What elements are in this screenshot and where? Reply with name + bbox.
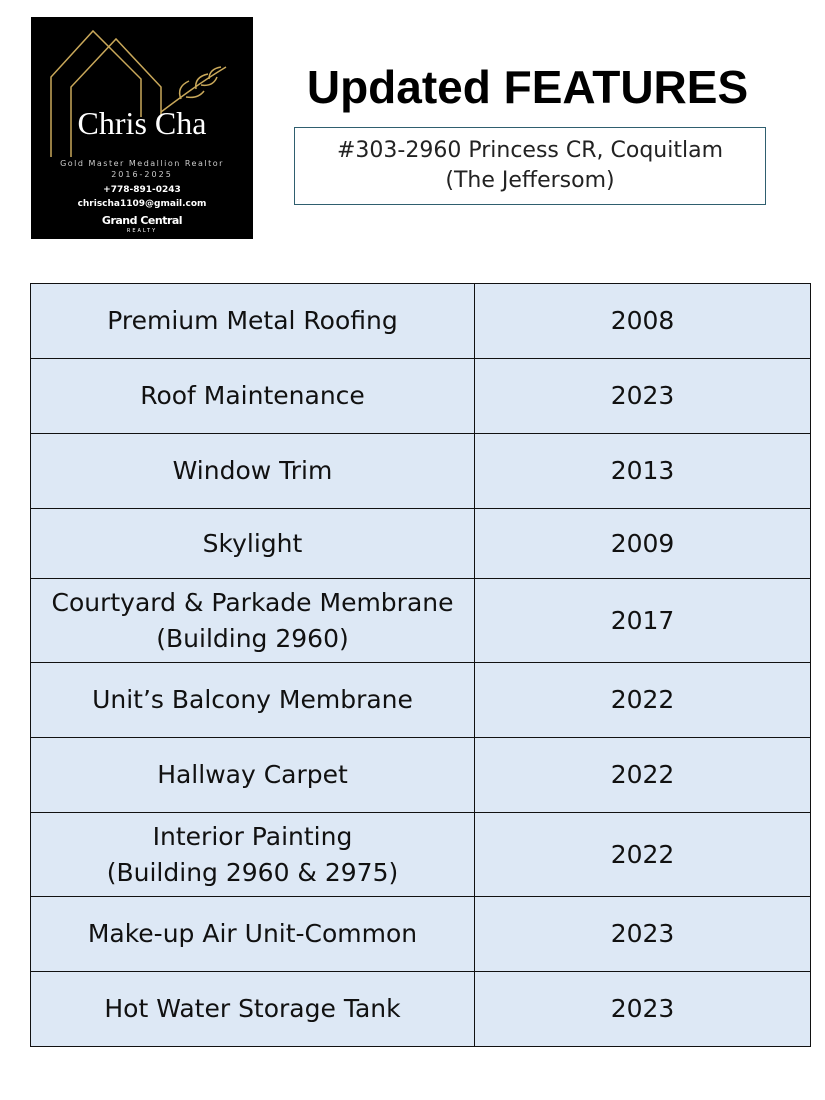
year-cell: 2023 — [474, 971, 811, 1047]
feature-cell: Courtyard & Parkade Membrane (Building 29… — [30, 578, 475, 663]
features-table: Premium Metal Roofing 2008 Roof Maintenanc… — [30, 283, 811, 1047]
logo-designation: Gold Master Medallion Realtor — [60, 159, 224, 168]
year-cell: 2023 — [474, 896, 811, 972]
year-cell: 2009 — [474, 508, 811, 579]
feature-text: (Building 2960) — [156, 623, 349, 653]
year-cell: 2022 — [474, 812, 811, 897]
feature-cell: Unit’s Balcony Membrane — [30, 662, 475, 738]
feature-text: Window Trim — [172, 456, 333, 485]
feature-text: Make-up Air Unit-Common — [87, 919, 418, 948]
feature-text: Skylight — [202, 528, 303, 558]
table-row: Premium Metal Roofing 2008 — [30, 283, 811, 359]
year-cell: 2022 — [474, 737, 811, 813]
table-row: Window Trim 2013 — [30, 433, 811, 509]
feature-text: Courtyard & Parkade Membrane — [51, 587, 454, 617]
address-line: #303-2960 Princess CR, Coquitlam — [337, 138, 723, 163]
feature-cell: Skylight — [30, 508, 475, 579]
table-row: Roof Maintenance 2023 — [30, 358, 811, 434]
year-cell: 2008 — [474, 283, 811, 359]
table-row: Unit’s Balcony Membrane 2022 — [30, 662, 811, 738]
feature-cell: Make-up Air Unit-Common — [30, 896, 475, 972]
feature-cell: Roof Maintenance — [30, 358, 475, 434]
feature-cell: Hot Water Storage Tank — [30, 971, 475, 1047]
feature-text: Hot Water Storage Tank — [104, 994, 401, 1023]
table-row: Hot Water Storage Tank 2023 — [30, 971, 811, 1047]
address-box: #303-2960 Princess CR, Coquitlam (The Je… — [294, 127, 766, 205]
table-row: Interior Painting (Building 2960 & 2975) 2… — [30, 812, 811, 897]
logo-email: chrischa1109@gmail.com — [77, 199, 207, 209]
logo: Chris Cha Gold Master Medallion Realtor … — [31, 17, 253, 239]
feature-cell: Hallway Carpet — [30, 737, 475, 813]
feature-text: Hallway Carpet — [157, 760, 348, 789]
logo-phone: +778-891-0243 — [103, 185, 181, 195]
logo-graphic — [50, 29, 227, 157]
logo-brokerage: Grand Central — [101, 214, 183, 227]
year-cell: 2017 — [474, 578, 811, 663]
feature-cell: Premium Metal Roofing — [30, 283, 475, 359]
feature-text: Premium Metal Roofing — [107, 306, 398, 335]
feature-cell: Interior Painting (Building 2960 & 2975) — [30, 812, 475, 897]
logo-brokerage-sub: REALTY — [126, 228, 158, 234]
year-cell: 2023 — [474, 358, 811, 434]
logo-name: Chris Cha — [77, 105, 207, 141]
feature-text: Interior Painting — [152, 821, 353, 851]
feature-text: Unit’s Balcony Membrane — [92, 685, 413, 714]
year-cell: 2013 — [474, 433, 811, 509]
feature-cell: Window Trim — [30, 433, 475, 509]
table-row: Skylight 2009 — [30, 508, 811, 579]
table-row: Hallway Carpet 2022 — [30, 737, 811, 813]
feature-text: (Building 2960 & 2975) — [106, 857, 399, 887]
address-line: (The Jeffersom) — [445, 168, 615, 193]
table-row: Courtyard & Parkade Membrane (Building 29… — [30, 578, 811, 663]
year-cell: 2022 — [474, 662, 811, 738]
table-row: Make-up Air Unit-Common 2023 — [30, 896, 811, 972]
feature-text: Roof Maintenance — [140, 381, 365, 410]
title: Updated FEATURES — [306, 61, 749, 113]
logo-years: 2016-2025 — [111, 170, 173, 179]
